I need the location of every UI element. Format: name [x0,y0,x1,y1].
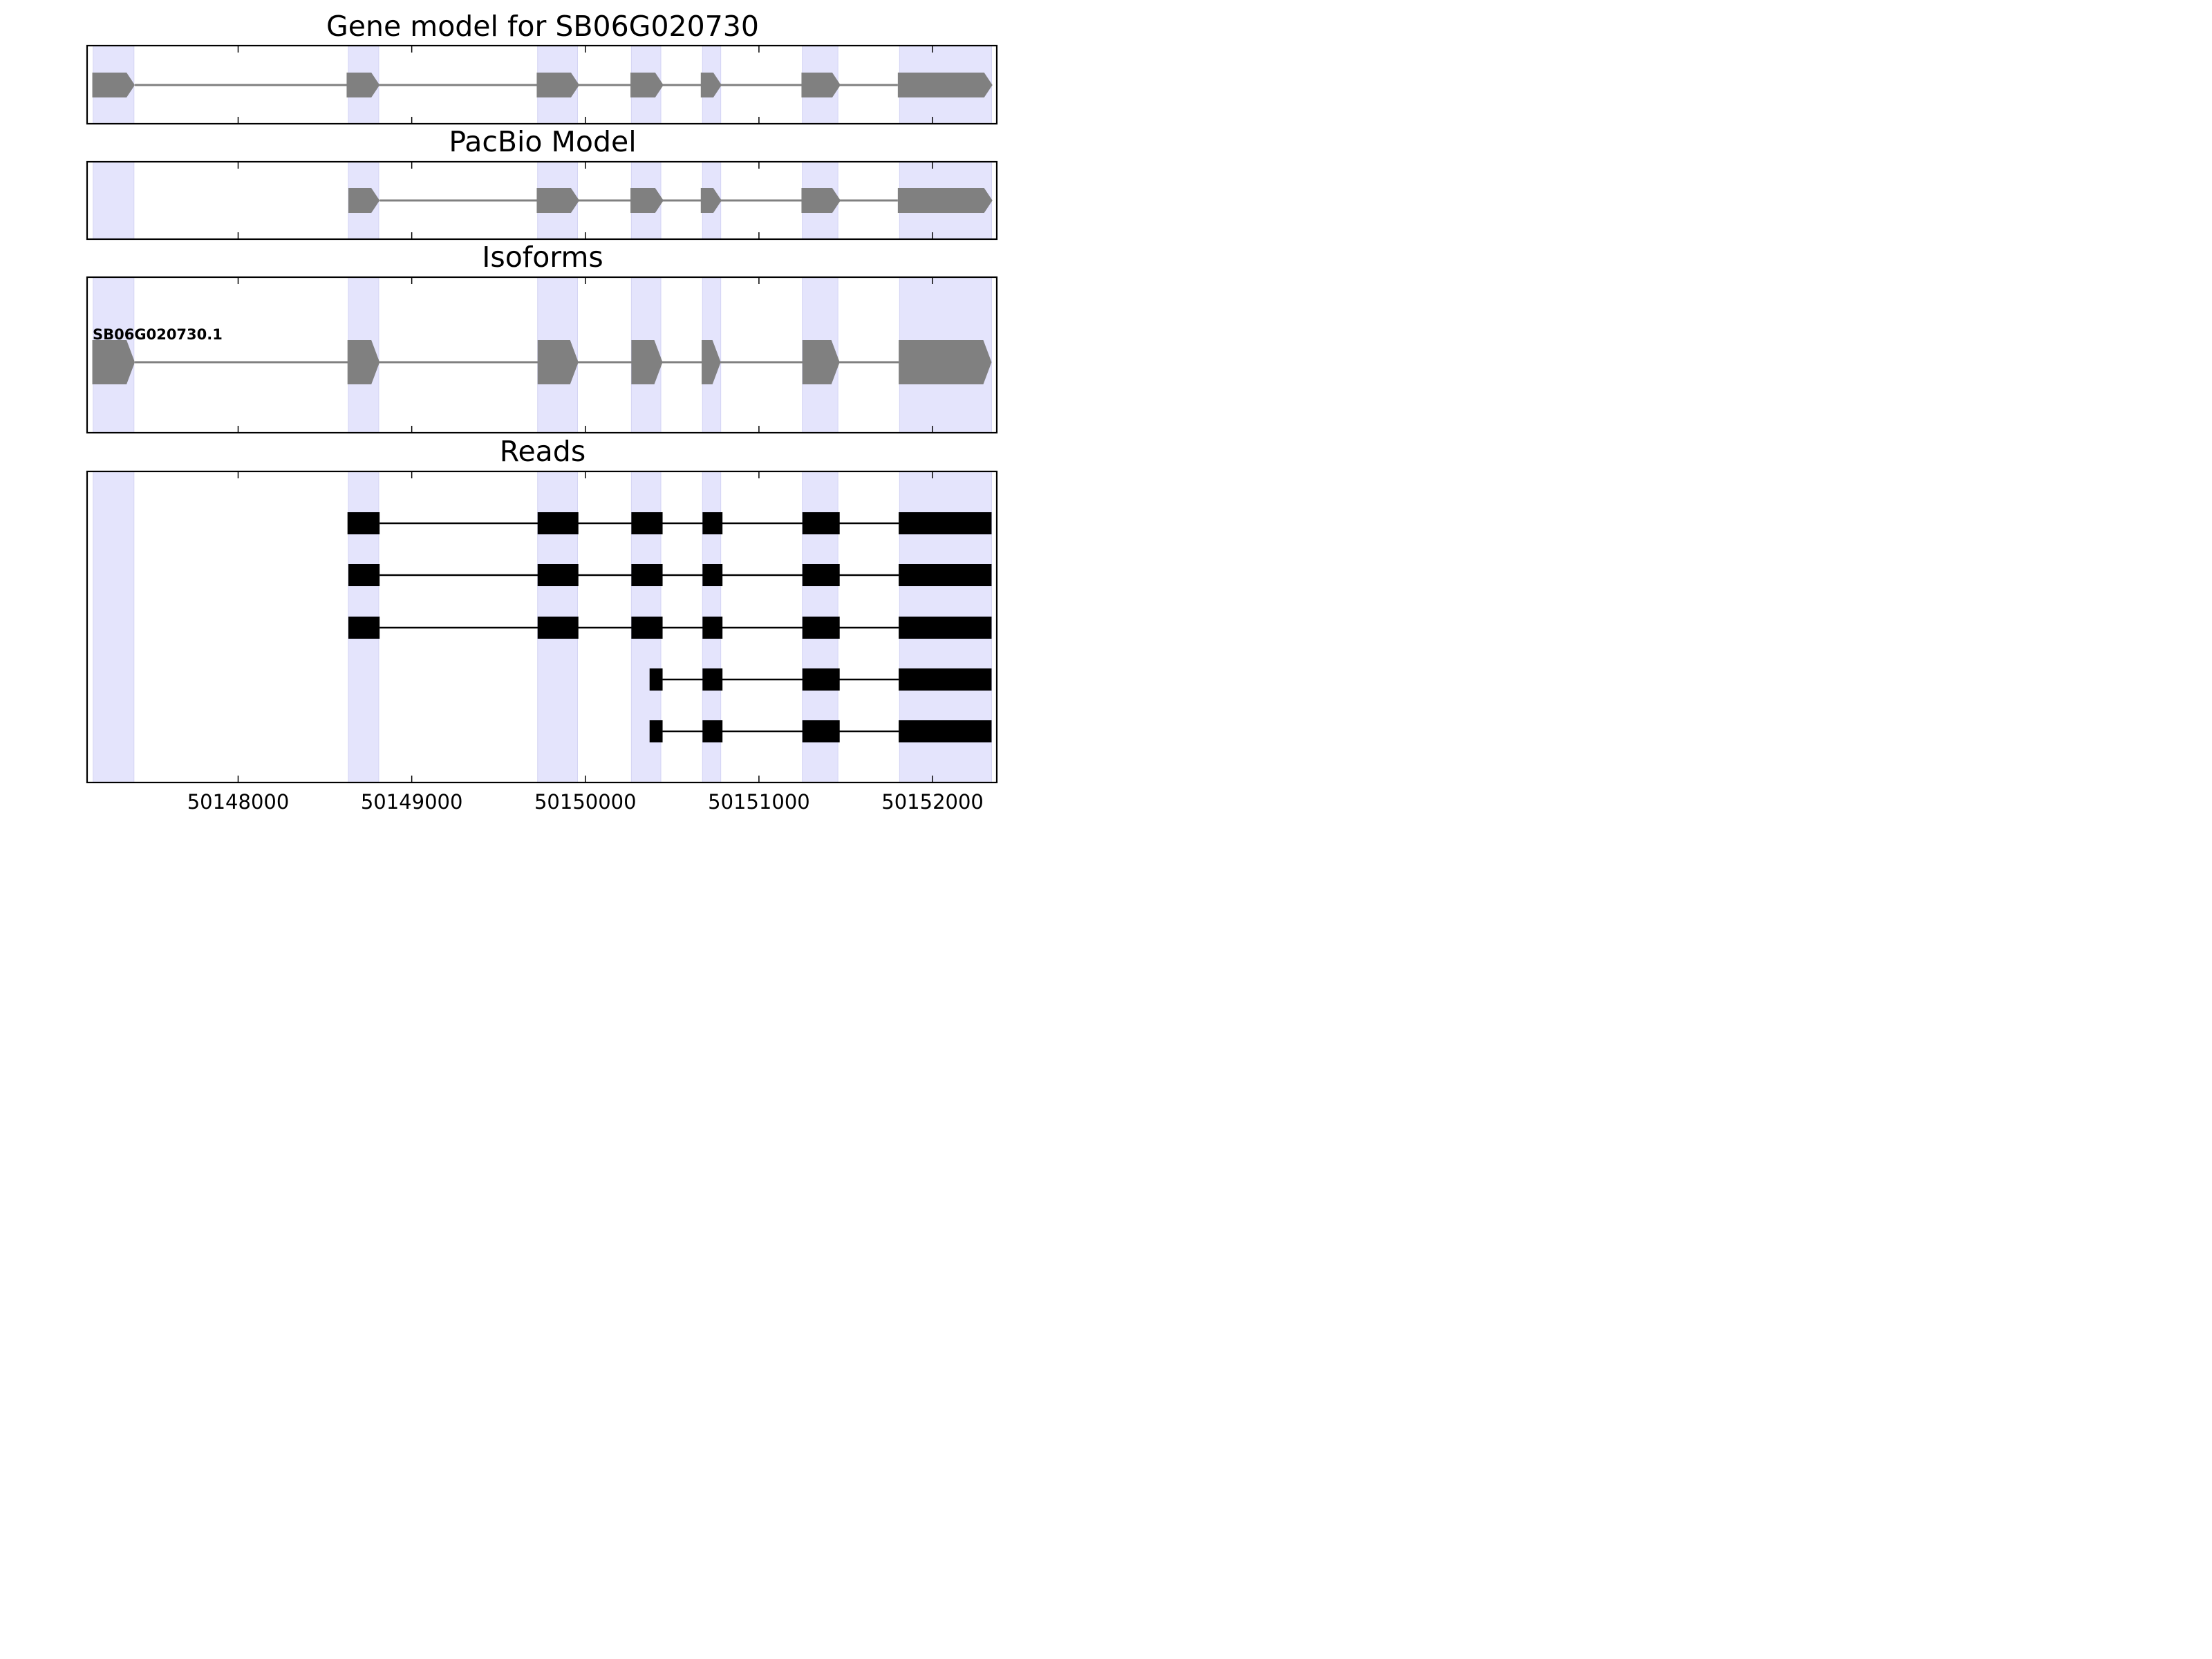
read-exon [537,617,579,639]
read-exon [802,512,840,534]
exon-arrow [899,340,992,384]
read-exon [702,720,723,742]
exon-arrow [536,188,579,213]
panel-title: Gene model for SB06G020730 [326,10,759,43]
tick-layer [237,46,933,124]
exon-arrow [92,340,135,384]
exon-arrow [801,188,841,213]
exon-arrow [348,188,380,213]
exon-arrow [700,73,722,97]
read-exon [702,668,723,691]
read-exon [802,668,840,691]
exon-arrow [702,340,721,384]
read-exon [899,512,992,534]
read-exon [899,720,992,742]
read-exon [899,668,992,691]
exon-arrow [92,73,135,97]
feature-layer [92,73,993,97]
exon-arrow [630,188,664,213]
read-exon [802,720,840,742]
panel-isoforms: Isoforms SB06G020730.1 [86,241,998,434]
exon-arrow [347,340,380,384]
exon-arrow [802,340,840,384]
highlight-region [93,161,135,240]
panel-frame [86,470,998,784]
exon-arrow [631,340,663,384]
read-exon [347,512,380,534]
exon-arrow [897,73,993,97]
tick-layer [237,471,933,782]
panel-title: Reads [500,435,585,468]
x-tick-label: 50149000 [361,790,463,813]
read-exon [537,512,579,534]
tick-layer [237,277,933,433]
read-exon [702,564,723,586]
exon-arrow [536,73,579,97]
read-exon [649,720,663,742]
panel-pacbio-model: PacBio Model [86,125,998,241]
read-exon [802,617,840,639]
panel-frame [86,44,998,125]
highlight-region [93,471,135,783]
gene-model-figure: Gene model for SB06G020730 PacBio Model … [86,10,998,813]
exon-arrow [801,73,841,97]
read-exon [702,617,723,639]
read-exon [348,564,380,586]
read-exon [631,564,663,586]
x-tick-label: 50148000 [187,790,290,813]
read-exon [702,512,723,534]
read-exon [537,564,579,586]
read-exon [899,617,992,639]
read-exon [631,512,663,534]
read-exon [631,617,663,639]
exon-arrow [346,73,380,97]
x-tick-labels: 50148000 50149000 50150000 50151000 50152000 [187,790,984,813]
isoform-label: SB06G020730.1 [93,326,223,343]
x-tick-label: 50150000 [534,790,637,813]
x-tick-label: 50152000 [881,790,984,813]
exon-arrow [700,188,722,213]
feature-layer [347,512,992,742]
panel-frame [86,276,998,434]
read-exon [899,564,992,586]
panel-gene-model: Gene model for SB06G020730 [86,10,998,125]
exon-arrow [897,188,993,213]
panel-title: PacBio Model [449,125,636,158]
panel-title: Isoforms [482,241,603,274]
read-exon [649,668,663,691]
panel-frame [86,160,998,241]
x-tick-label: 50151000 [708,790,810,813]
tick-layer [237,162,933,239]
panel-reads: Reads 50148000 50149000 50150000 50151000 50… [86,435,998,813]
feature-layer [348,188,993,213]
exon-arrow [537,340,579,384]
exon-arrow [630,73,664,97]
read-exon [348,617,380,639]
read-exon [802,564,840,586]
feature-layer [92,340,992,384]
